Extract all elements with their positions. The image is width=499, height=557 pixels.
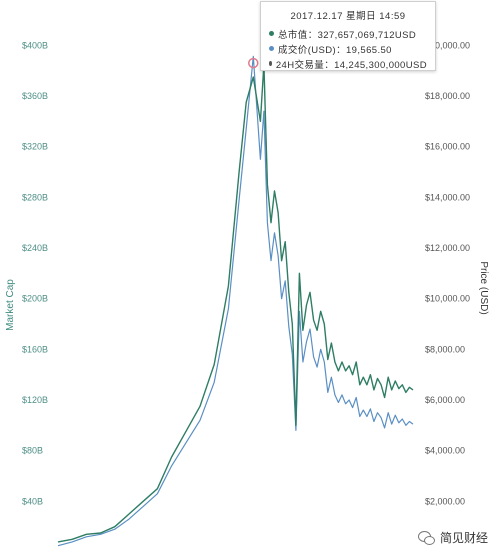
watermark-text: 简见财经 xyxy=(439,531,488,545)
right-tick-label: $6,000.00 xyxy=(425,395,465,405)
tooltip-volume: 24H交易量：14,245,300,000USD xyxy=(275,59,427,71)
left-tick-label: $40B xyxy=(22,496,43,506)
right-tick-label: $12,000.00 xyxy=(425,243,470,253)
right-tick-label: $4,000.00 xyxy=(425,446,465,456)
right-tick-label: $20,000.00 xyxy=(425,40,470,50)
right-tick-label: $16,000.00 xyxy=(425,142,470,152)
right-axis-title: Price (USD) xyxy=(478,261,489,314)
tooltip-row-price: 成交价(USD)：19,565.50 xyxy=(269,41,427,56)
tooltip-row-market-cap: 总市值：327,657,069,712USD xyxy=(269,26,427,41)
left-tick-label: $320B xyxy=(22,142,48,152)
left-tick-label: $360B xyxy=(22,91,48,101)
tooltip: 2017.12.17 星期日 14:59 总市值：327,657,069,712… xyxy=(260,1,436,71)
left-axis-ticks: $40B $80B $120B $160B $200B $240B $280B $320B $3… xyxy=(22,40,48,506)
right-tick-label: $2,000.00 xyxy=(425,496,465,506)
peak-marker[interactable] xyxy=(248,57,259,69)
volume-dot-icon xyxy=(269,61,272,66)
wechat-icon xyxy=(417,530,435,545)
market-cap-line xyxy=(57,63,414,543)
price-dot-icon xyxy=(269,46,274,51)
left-tick-label: $120B xyxy=(22,395,48,405)
tooltip-date: 2017.12.17 星期日 14:59 xyxy=(290,11,406,22)
watermark: 简见财经 xyxy=(414,528,491,547)
tooltip-market-cap: 总市值：327,657,069,712USD xyxy=(278,29,417,41)
right-tick-label: $10,000.00 xyxy=(425,294,470,304)
tooltip-row-volume: 24H交易量：14,245,300,000USD xyxy=(269,56,427,71)
right-tick-label: $18,000.00 xyxy=(425,91,470,101)
left-tick-label: $400B xyxy=(22,40,48,50)
tooltip-price: 成交价(USD)：19,565.50 xyxy=(278,44,392,56)
right-tick-label: $8,000.00 xyxy=(425,344,465,354)
left-tick-label: $80B xyxy=(22,446,43,456)
left-tick-label: $160B xyxy=(22,344,48,354)
left-tick-label: $280B xyxy=(22,192,48,202)
left-axis-title: Market Cap xyxy=(5,279,16,331)
right-tick-label: $14,000.00 xyxy=(425,192,470,202)
left-tick-label: $240B xyxy=(22,243,48,253)
right-axis-ticks: $2,000.00 $4,000.00 $6,000.00 $8,000.00 $10,… xyxy=(425,40,470,506)
series-layer xyxy=(57,55,414,547)
left-tick-label: $200B xyxy=(22,294,48,304)
market-cap-dot-icon xyxy=(269,31,274,36)
price-line xyxy=(57,55,414,547)
